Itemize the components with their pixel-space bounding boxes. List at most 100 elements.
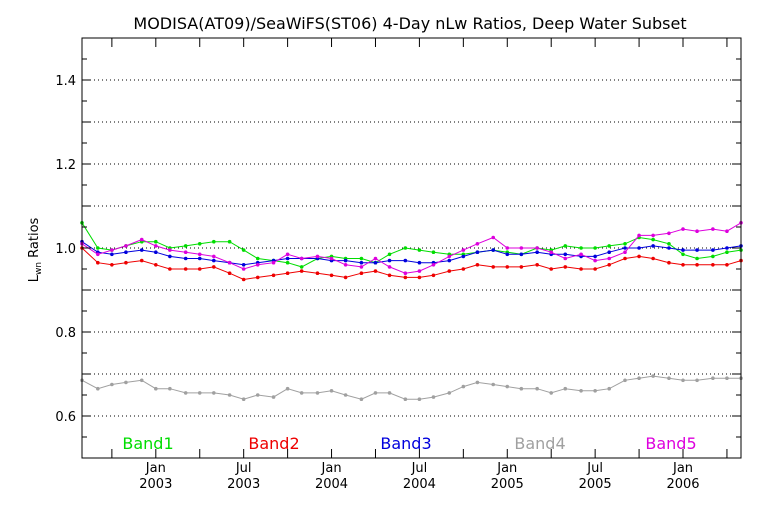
x-tick-label-year: 2006 [666,477,699,492]
data-point [447,391,452,395]
data-point [168,267,172,271]
data-point [667,376,671,381]
data-point [637,246,641,250]
data-point [711,376,715,381]
data-point [667,260,671,265]
data-point [255,275,260,280]
x-axis-ticks: Jan2003Jul2003Jan2004Jul2004Jan2005Jul20… [111,38,728,492]
data-point [623,246,627,250]
data-point [505,265,510,269]
data-point [359,256,364,261]
data-point [154,263,158,267]
x-tick-label-month: Jan [496,461,517,476]
data-point [241,277,246,282]
data-point [154,386,158,391]
data-point [168,248,172,252]
data-point [154,250,158,254]
data-point [623,256,627,261]
data-point [183,250,188,254]
x-tick-label-month: Jul [235,461,252,476]
data-point [387,391,392,395]
data-point [623,378,627,383]
data-point [387,258,392,263]
y-axis-label-main: L [27,274,42,282]
data-point [711,254,715,259]
x-tick-label-year: 2004 [403,477,436,492]
data-point [197,242,202,246]
data-point [403,397,408,402]
data-point [285,252,290,257]
data-point [637,376,641,381]
data-point [579,246,583,250]
data-point [154,244,158,248]
data-point [343,275,348,280]
data-point [607,263,611,267]
data-point [96,260,100,265]
data-point [255,263,260,267]
data-point [651,237,655,242]
data-point [417,248,422,252]
data-point [403,258,408,263]
data-point [387,252,392,257]
data-point [183,244,188,248]
data-point [563,252,568,257]
data-point [387,265,392,269]
chart-title: MODISA(AT09)/SeaWiFS(ST06) 4-Day nLw Rat… [133,14,686,33]
data-point [139,237,144,242]
data-point [637,254,641,259]
data-point [681,248,685,252]
x-tick-label-year: 2004 [315,477,348,492]
data-point [271,260,276,265]
data-point [212,391,216,395]
data-point [667,246,671,250]
data-point [227,239,232,244]
data-point [491,382,496,387]
series-band5 [80,221,743,276]
data-point [227,260,232,265]
x-tick-label-month: Jan [672,461,693,476]
data-point [593,389,597,393]
data-point [110,248,114,252]
data-point [695,378,699,383]
data-point [212,265,216,269]
data-point [711,263,715,267]
data-point [343,393,348,397]
data-point [431,263,436,267]
data-point [124,260,128,265]
data-point [519,246,524,250]
y-axis-label-rest: Ratios [27,217,42,262]
legend: Band1 Band2 Band3 Band4 Band5 [122,434,696,453]
data-point [124,250,128,254]
data-point [139,378,144,383]
data-point [183,267,188,271]
data-point [519,386,524,391]
data-point [255,256,260,261]
data-point [359,271,364,276]
data-point [315,271,320,276]
data-point [197,391,202,395]
data-point [139,248,144,252]
data-point [607,256,611,261]
data-point [417,269,422,273]
legend-item-band2: Band2 [248,434,299,453]
x-tick-label-year: 2005 [579,477,612,492]
data-point [563,265,568,269]
data-point [651,244,655,248]
data-point [403,271,408,276]
data-point [417,260,422,265]
data-point [343,258,348,263]
data-point [607,250,611,254]
y-axis-label: Lwn Ratios [27,217,44,282]
data-point [154,239,158,244]
data-point [373,256,378,261]
data-point [579,252,583,257]
x-tick-label-month: Jul [586,461,603,476]
data-point [623,250,627,254]
x-tick-label-year: 2005 [491,477,524,492]
data-point [124,244,128,248]
data-point [417,397,422,402]
series-lines [80,221,743,402]
data-point [241,397,246,402]
data-point [535,386,539,391]
data-point [607,244,611,248]
